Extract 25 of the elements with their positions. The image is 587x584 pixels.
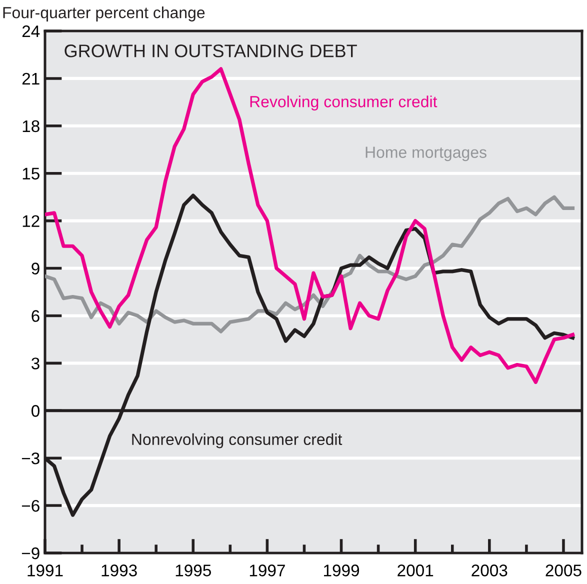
y-tick-label: 6 — [32, 310, 40, 322]
y-tick-label: 12 — [22, 215, 40, 227]
x-tick-label: 1997 — [250, 564, 285, 576]
y-tick-label: 18 — [22, 120, 40, 132]
y-tick-label: 15 — [22, 168, 40, 180]
x-tick-label: 2001 — [398, 564, 434, 576]
y-tick-label: −6 — [22, 500, 40, 512]
y-tick-label: −3 — [22, 452, 40, 464]
series-label: Revolving consumer credit — [250, 96, 438, 110]
x-tick-label: 1993 — [102, 564, 137, 576]
y-tick-label: −9 — [22, 547, 40, 560]
x-tick-label: 1999 — [324, 564, 360, 576]
y-axis-title: Four-quarter percent change — [3, 6, 205, 22]
y-tick-label: 21 — [22, 72, 40, 84]
x-tick-label: 2003 — [472, 564, 508, 576]
x-tick-label: 1995 — [176, 564, 211, 576]
text: Home mortgages — [366, 146, 486, 162]
y-tick-label: 9 — [32, 262, 40, 274]
text: GROWTH IN OUTSTANDING DEBT — [64, 44, 357, 58]
series-label: Nonrevolving consumer credit — [132, 433, 342, 448]
y-tick-label: 0 — [32, 405, 40, 417]
y-tick-label: 3 — [32, 358, 40, 370]
x-tick-label: 1991 — [28, 564, 63, 576]
y-tick-label: 24 — [22, 25, 40, 38]
x-tick-label: 2005 — [546, 564, 582, 576]
